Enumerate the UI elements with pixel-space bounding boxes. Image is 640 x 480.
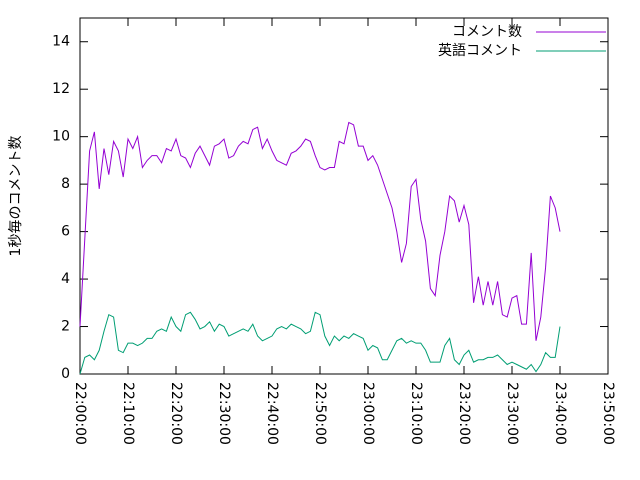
y-tick-label: 10: [52, 129, 70, 145]
x-tick-label: 22:00:00: [72, 382, 88, 445]
x-tick-label: 23:50:00: [600, 382, 616, 445]
plot-border: [79, 17, 609, 375]
y-tick-label: 12: [52, 81, 70, 97]
x-tick-label: 23:20:00: [456, 382, 472, 445]
y-tick-label: 6: [61, 224, 70, 240]
y-tick-label: 4: [61, 271, 70, 287]
x-tick-label: 23:30:00: [504, 382, 520, 445]
x-tick-label: 22:10:00: [120, 382, 136, 445]
legend-label: コメント数: [452, 24, 522, 40]
x-tick-label: 23:40:00: [552, 382, 568, 445]
x-tick-label: 23:00:00: [360, 382, 376, 445]
x-tick-label: 22:20:00: [168, 382, 184, 445]
y-tick-label: 14: [52, 34, 70, 50]
series-line: [79, 121, 561, 341]
y-tick-label: 0: [61, 366, 70, 382]
x-tick-label: 22:30:00: [216, 382, 232, 445]
x-tick-label: 23:10:00: [408, 382, 424, 445]
y-tick-label: 8: [61, 176, 70, 192]
x-tick-label: 22:40:00: [264, 382, 280, 445]
x-tick-label: 22:50:00: [312, 382, 328, 445]
y-axis-label: 1秒毎のコメント数: [8, 136, 24, 257]
series-line: [79, 311, 561, 375]
legend-label: 英語コメント: [438, 42, 522, 59]
y-tick-label: 2: [61, 319, 70, 335]
